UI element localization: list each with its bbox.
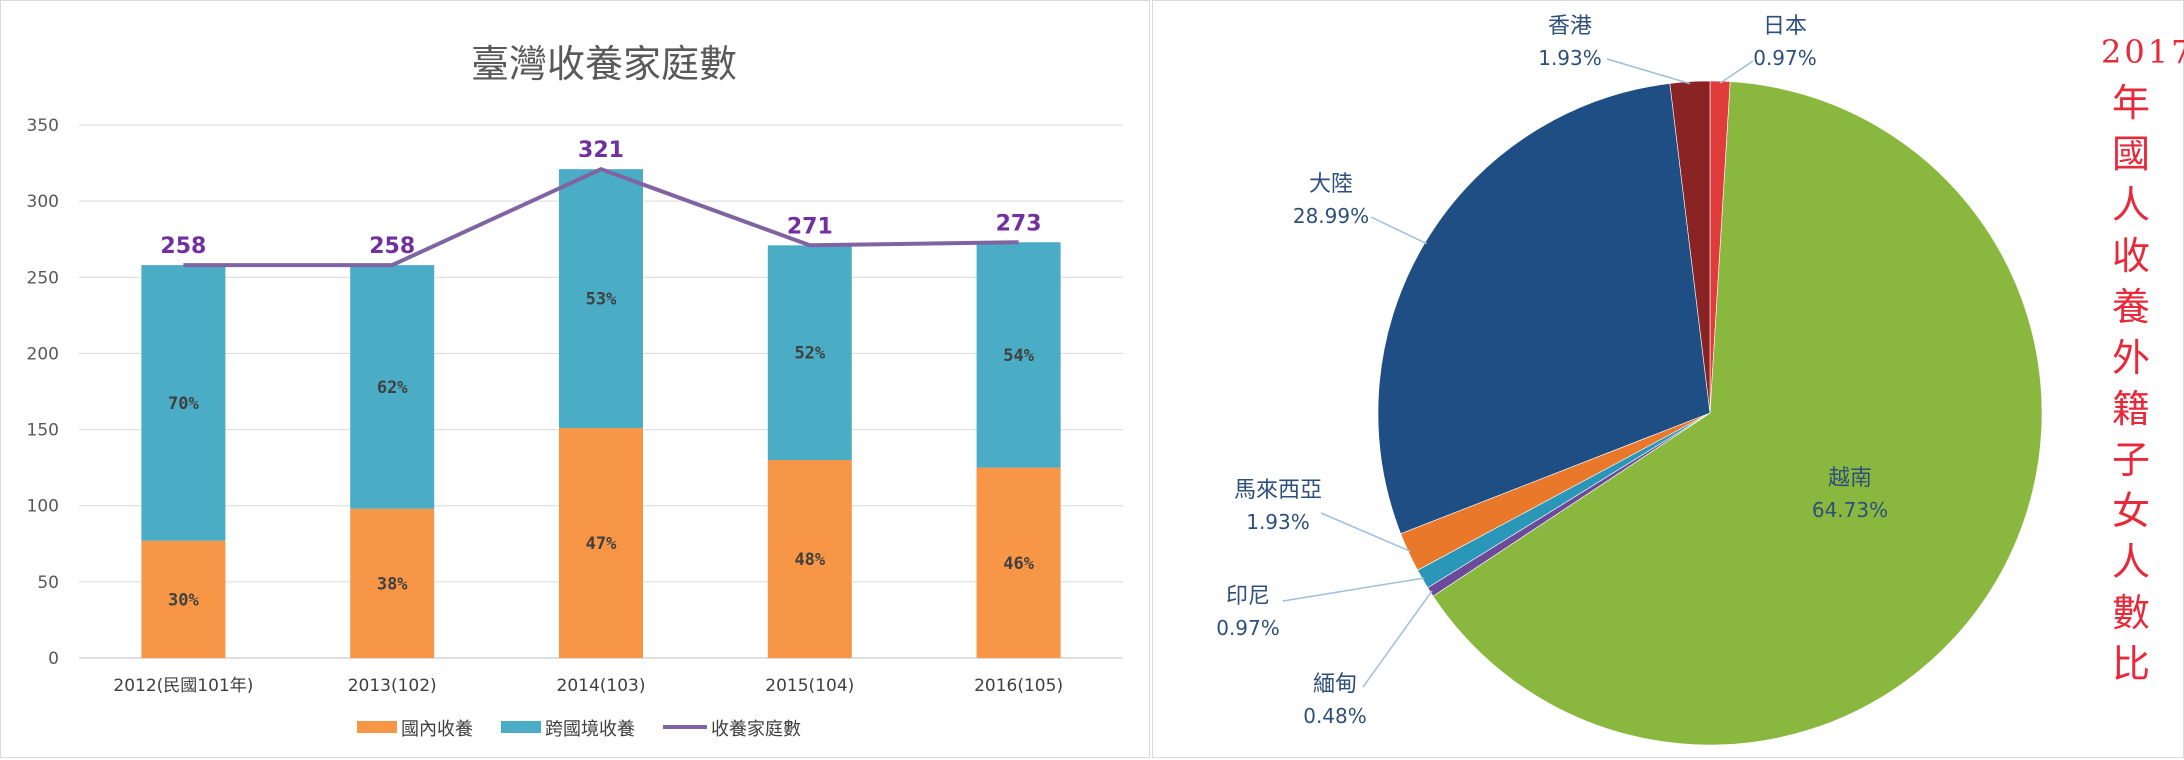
bar-international	[767, 245, 852, 461]
pie-leader-line	[1320, 512, 1411, 553]
y-tick-label: 0	[48, 649, 59, 669]
bar-line-chart: 臺灣收養家庭數 0 50 100 150 200 250 300 350 30% 70% 2012(民…	[27, 42, 1123, 740]
pie-slice	[1432, 81, 2043, 746]
pie-label-pct: 1.93%	[1538, 46, 1602, 70]
line-total-families	[183, 167, 1019, 268]
bar-international	[976, 242, 1061, 468]
data-label-domestic: 30%	[168, 590, 199, 610]
pie-chart-title-char: 籍	[2111, 387, 2150, 431]
data-label-international: 52%	[794, 344, 825, 364]
chart-title: 臺灣收養家庭數	[471, 42, 737, 86]
pie-leader-line	[1362, 590, 1433, 688]
pie-label-name: 大陸	[1309, 172, 1353, 197]
bar-domestic	[767, 460, 852, 658]
legend-swatch	[357, 721, 397, 733]
pie-chart-title-char: 比	[2111, 642, 2150, 686]
pie-chart-title-char: 人	[2111, 540, 2150, 584]
y-tick-label: 300	[27, 192, 59, 212]
bar-international	[141, 265, 226, 541]
pie-chart: 日本 0.97% 越南 64.73% 緬甸 0.48% 印尼 0.97% 馬來西亞 1.93% 大陸…	[1216, 14, 2043, 746]
pie-label-pct: 0.97%	[1216, 616, 1280, 640]
pie-chart-title-char: 收	[2111, 234, 2150, 278]
pie-chart-title-char: 女	[2111, 489, 2150, 533]
bar-domestic	[976, 467, 1061, 658]
x-tick-label: 2013(102)	[348, 676, 437, 696]
pie-leader-line	[1606, 58, 1691, 85]
bar-line-chart-panel: 臺灣收養家庭數 0 50 100 150 200 250 300 350 30% 70% 2012(民…	[0, 0, 1150, 758]
pie-leader-line	[1282, 577, 1425, 602]
data-label-international: 54%	[1003, 346, 1034, 366]
y-tick-label: 50	[37, 573, 59, 593]
pie-label-pct: 28.99%	[1293, 204, 1369, 228]
legend-label: 國內收養	[401, 719, 473, 740]
data-label-total: 258	[369, 234, 415, 259]
pie-chart-title-char: 年	[2111, 81, 2150, 125]
data-label-domestic: 38%	[377, 574, 408, 594]
pie-label-pct: 64.73%	[1812, 498, 1888, 522]
y-tick-label: 100	[27, 497, 59, 517]
pie-chart-title-char: 國	[2111, 132, 2150, 176]
y-tick-label: 250	[27, 268, 59, 288]
data-label-total: 271	[787, 214, 833, 239]
pie-leader-line	[1370, 216, 1428, 245]
pie-label-name: 香港	[1548, 14, 1592, 39]
pie-chart-title-char: 2017	[2101, 33, 2184, 71]
x-tick-label: 2016(105)	[974, 676, 1063, 696]
data-label-total: 258	[160, 234, 206, 259]
pie-label-name: 緬甸	[1313, 672, 1357, 697]
pie-label-pct: 1.93%	[1246, 510, 1310, 534]
bar-domestic	[350, 508, 435, 658]
data-label-international: 70%	[168, 394, 199, 414]
data-label-domestic: 48%	[794, 550, 825, 570]
pie-label-name: 日本	[1763, 14, 1807, 39]
bar-domestic	[559, 428, 643, 658]
pie-leader-line	[1719, 60, 1754, 84]
x-tick-label: 2012(民國101年)	[113, 676, 253, 696]
pie-slice	[1669, 80, 1711, 414]
pie-label-name: 馬來西亞	[1234, 478, 1322, 503]
data-label-international: 53%	[586, 290, 617, 310]
pie-label-name: 越南	[1828, 466, 1872, 491]
data-label-domestic: 46%	[1003, 554, 1034, 574]
pie-chart-panel: 日本 0.97% 越南 64.73% 緬甸 0.48% 印尼 0.97% 馬來西亞 1.93% 大陸…	[1152, 0, 2184, 758]
bar-international	[350, 265, 435, 509]
bar-domestic	[141, 540, 226, 658]
pie-chart-title-char: 養	[2111, 285, 2150, 329]
pie-chart-title-char: 人	[2111, 183, 2150, 227]
pie-chart-title-char: 數	[2111, 591, 2150, 635]
pie-label-name: 印尼	[1226, 584, 1270, 609]
legend-label: 收養家庭數	[711, 719, 801, 740]
y-tick-label: 200	[27, 344, 59, 364]
pie-chart-title-char: 外	[2111, 336, 2150, 380]
data-label-international: 62%	[377, 378, 408, 398]
y-tick-label: 150	[27, 421, 59, 441]
legend-label: 跨國境收養	[545, 719, 635, 740]
pie-chart-title: 2017年國人收養外籍子女人數比	[2101, 27, 2184, 690]
bar-international	[559, 169, 643, 429]
data-label-domestic: 47%	[586, 534, 617, 554]
legend-swatch	[501, 721, 541, 733]
x-tick-label: 2014(103)	[557, 676, 646, 696]
pie-chart-title-char: 子	[2111, 438, 2150, 482]
y-tick-label: 350	[27, 116, 59, 136]
x-tick-label: 2015(104)	[765, 676, 854, 696]
pie-label-pct: 0.97%	[1753, 46, 1817, 70]
data-label-total: 321	[578, 138, 624, 163]
pie-label-pct: 0.48%	[1303, 704, 1367, 728]
data-label-total: 273	[996, 211, 1042, 236]
